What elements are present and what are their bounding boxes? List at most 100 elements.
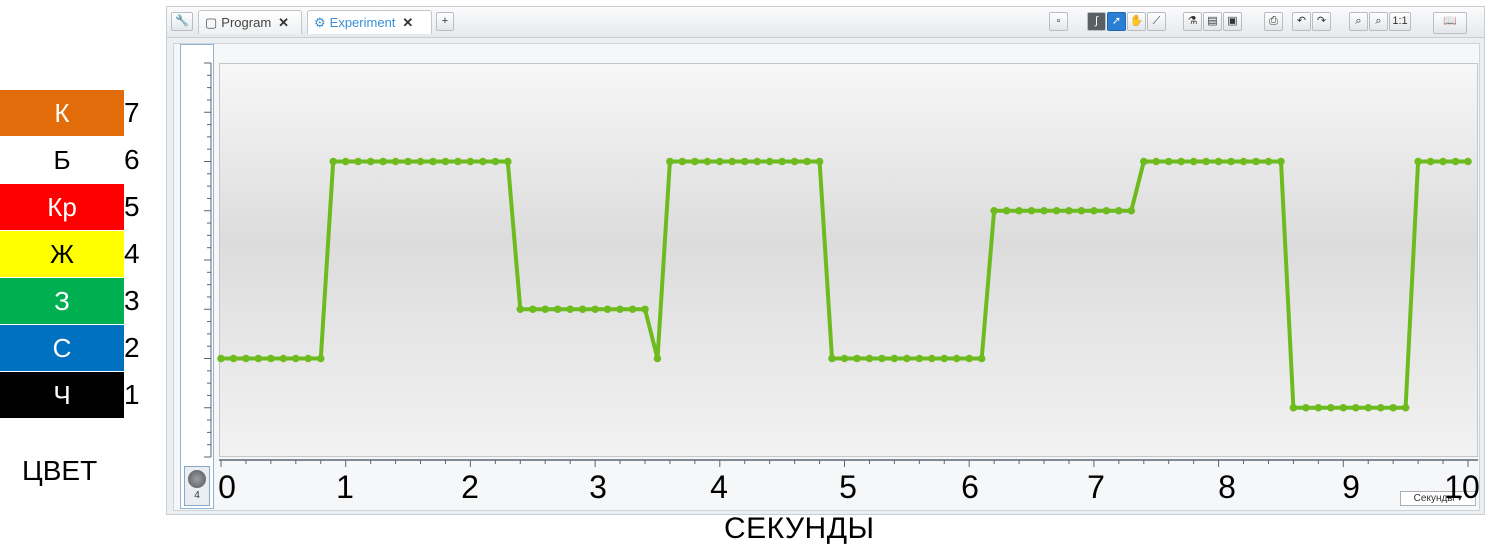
data-point <box>977 354 986 363</box>
data-point <box>616 305 624 314</box>
data-point <box>1314 403 1323 412</box>
wrench-icon[interactable]: 🔧 <box>171 12 193 31</box>
pointer-icon[interactable]: ➚ <box>1107 12 1126 31</box>
data-point <box>217 354 225 363</box>
units-dropdown[interactable]: Секунды ▾ <box>1400 491 1476 506</box>
legend-swatch: З <box>0 278 124 324</box>
close-icon[interactable]: ✕ <box>402 15 414 30</box>
tab-program[interactable]: ▢ Program ✕ <box>198 10 302 34</box>
data-point <box>728 157 737 166</box>
data-point <box>1376 403 1385 412</box>
undo-icon[interactable]: ↶ <box>1292 12 1311 31</box>
data-point <box>1364 403 1373 412</box>
data-point <box>1090 206 1098 215</box>
data-point <box>1152 157 1161 166</box>
data-point <box>740 157 749 166</box>
data-point <box>1002 206 1011 215</box>
panel-icon[interactable]: ▤ <box>1203 12 1222 31</box>
data-point <box>254 354 263 363</box>
x-tick-label: 4 <box>710 469 728 505</box>
zoom-reset-icon[interactable]: 1:1 <box>1389 12 1411 31</box>
data-point <box>528 305 537 314</box>
data-point <box>603 305 612 314</box>
data-point <box>1264 157 1273 166</box>
data-point <box>1027 206 1036 215</box>
zoom-in-icon[interactable]: ⌕ <box>1369 12 1388 31</box>
x-tick-label: 8 <box>1218 469 1236 505</box>
data-point <box>354 157 362 166</box>
data-point <box>1401 403 1410 412</box>
data-point <box>329 157 338 166</box>
close-icon[interactable]: ✕ <box>278 15 290 30</box>
tab-experiment-label: Experiment <box>329 15 396 30</box>
zoom-out-icon[interactable]: ⌕ <box>1349 12 1368 31</box>
data-point <box>441 157 450 166</box>
data-point <box>1202 157 1210 166</box>
tab-experiment[interactable]: ⚙ Experiment ✕ <box>307 10 432 34</box>
x-tick-label: 6 <box>961 469 979 505</box>
data-point <box>1164 157 1173 166</box>
flask-icon[interactable]: ⚗ <box>1183 12 1202 31</box>
hand-icon[interactable]: ✋ <box>1127 12 1146 31</box>
save-icon[interactable]: ⎙ <box>1264 12 1283 31</box>
data-point <box>1414 157 1422 166</box>
data-point <box>1327 403 1335 412</box>
data-point <box>267 354 275 363</box>
data-point <box>990 206 998 215</box>
data-point <box>878 354 886 363</box>
data-point <box>790 157 799 166</box>
data-point <box>242 354 250 363</box>
camera-icon[interactable]: ▣ <box>1223 12 1242 31</box>
data-point <box>1214 157 1223 166</box>
data-point <box>1389 403 1397 412</box>
data-point <box>1451 157 1460 166</box>
data-point <box>1464 157 1472 166</box>
data-point <box>691 157 699 166</box>
data-point <box>416 157 425 166</box>
legend-value: 2 <box>124 332 140 363</box>
sensor-port[interactable]: 4 <box>184 466 210 506</box>
data-point <box>1127 206 1136 215</box>
series-line <box>221 159 1468 410</box>
data-point <box>1115 206 1123 215</box>
x-tick-label: 0 <box>218 469 236 505</box>
x-tick-label: 1 <box>336 469 354 505</box>
legend-value: 3 <box>124 285 140 316</box>
data-point <box>1351 403 1360 412</box>
x-tick-label: 9 <box>1342 469 1360 505</box>
data-point <box>678 157 687 166</box>
data-point <box>1102 206 1111 215</box>
graph-icon[interactable]: ∫ <box>1087 12 1106 31</box>
data-point <box>454 157 462 166</box>
legend-value: 7 <box>124 97 140 128</box>
redo-icon[interactable]: ↷ <box>1312 12 1331 31</box>
data-point <box>504 157 512 166</box>
data-point <box>304 354 313 363</box>
data-point <box>1439 157 1447 166</box>
data-point <box>927 354 936 363</box>
x-tick-label: 2 <box>461 469 479 505</box>
legend-swatch: С <box>0 325 124 371</box>
data-point <box>578 305 587 314</box>
data-point <box>316 354 325 363</box>
data-point <box>1339 403 1348 412</box>
y-axis-label: ЦВЕТ <box>22 455 98 486</box>
x-tick-label: 3 <box>589 469 607 505</box>
data-point <box>940 354 949 363</box>
tab-bar: 🔧 ▢ Program ✕ ⚙ Experiment ✕ + ▫ ∫ ➚ ✋ ⟋… <box>167 7 1484 38</box>
x-tick-label: 5 <box>839 469 857 505</box>
page-icon[interactable]: ▫ <box>1049 12 1068 31</box>
data-point <box>1040 206 1048 215</box>
legend-swatch: Ж <box>0 231 124 277</box>
add-tab-icon[interactable]: + <box>436 12 454 31</box>
data-point <box>429 157 437 166</box>
data-point <box>840 354 849 363</box>
data-point <box>1277 157 1285 166</box>
ruler-icon[interactable]: ⟋ <box>1147 12 1166 31</box>
book-icon[interactable]: 📖 <box>1433 12 1467 34</box>
x-axis-label: СЕКУНДЫ <box>724 512 875 545</box>
